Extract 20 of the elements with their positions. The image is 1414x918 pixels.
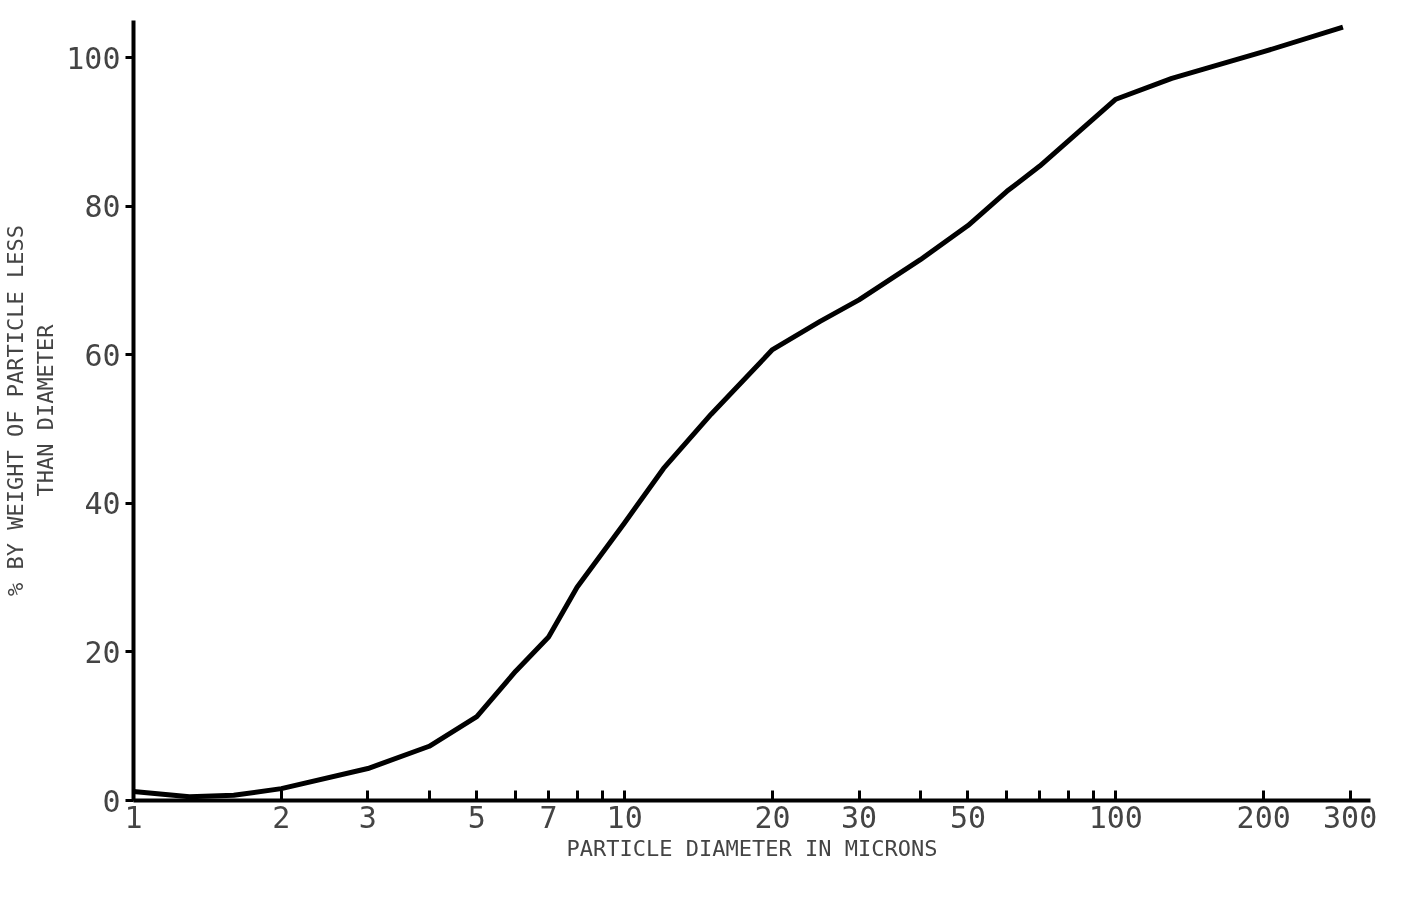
y-tick-label: 20 [84,634,121,670]
y-tick-label: 0 [102,783,121,819]
x-tick-label: 20 [754,799,791,835]
x-tick-label: 50 [949,799,987,835]
x-tick-label: 5 [467,799,486,835]
x-tick-label: 100 [1088,799,1143,835]
x-tick-label: 7 [539,799,558,835]
x-tick-label: 30 [840,799,878,835]
x-tick-label: 3 [358,799,377,835]
x-tick-label: 2 [272,799,291,835]
x-tick-label: 1 [124,799,143,835]
x-axis-title: PARTICLE DIAMETER IN MICRONS [566,835,938,861]
y-tick-label: 100 [66,40,121,76]
y-tick-label: 60 [84,337,121,373]
y-axis-title: % BY WEIGHT OF PARTICLE LESS THAN DIAMETER [3,225,59,596]
x-tick-label: 300 [1323,799,1378,835]
y-tick-label: 40 [84,486,121,522]
x-tick-label: 200 [1236,799,1291,835]
y-tick-label: 80 [84,189,121,225]
x-tick-label: 10 [606,799,643,835]
